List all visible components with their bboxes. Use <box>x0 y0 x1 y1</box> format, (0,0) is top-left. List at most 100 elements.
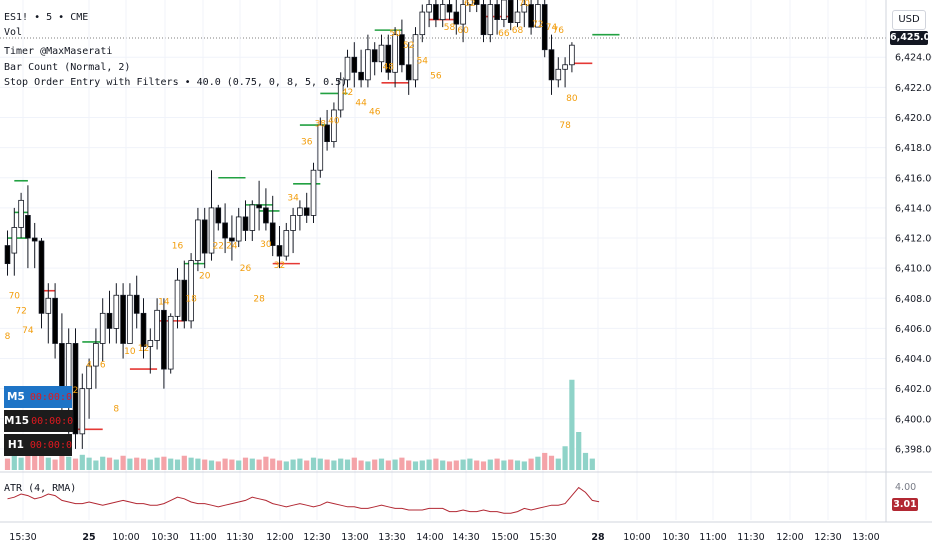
countdown-time: 00:00:0 <box>27 434 72 456</box>
bar-count-label: 34 <box>287 193 299 203</box>
volume-bar <box>528 458 534 470</box>
atr-legend[interactable]: ATR (4, RMA) <box>4 483 77 494</box>
candle-up <box>290 215 296 231</box>
bar-count-label: 22 <box>213 242 224 252</box>
candle-down <box>72 343 79 435</box>
candle-down <box>480 4 487 36</box>
volume-bar <box>358 460 364 470</box>
time-tick-label: 11:00 <box>699 532 726 543</box>
candle-up <box>79 388 86 435</box>
volume-bar <box>535 456 541 470</box>
volume-bar <box>140 458 147 470</box>
volume-bar <box>242 457 249 470</box>
volume-bar <box>134 457 140 470</box>
volume-bar <box>453 460 459 470</box>
bar-count-label: 74 <box>22 326 34 336</box>
candle-up <box>337 79 344 111</box>
timeframe-label: M5 <box>4 386 28 408</box>
candle-down <box>324 124 330 143</box>
candle-down <box>38 240 45 314</box>
volume-bar <box>127 458 133 470</box>
price-tick-label: 6,408.00 <box>895 294 932 305</box>
candle-up <box>439 4 446 20</box>
volume-bar <box>25 452 31 470</box>
candle-down <box>106 312 113 329</box>
volume-bar <box>474 460 480 470</box>
volume-bar <box>93 460 99 470</box>
candle-up <box>467 0 473 5</box>
volume-bar <box>562 446 568 470</box>
volume-bar <box>236 460 242 470</box>
bar-count-label: 38 <box>315 120 327 130</box>
volume-bar <box>460 459 466 470</box>
bar-count-label: 78 <box>559 121 571 131</box>
stop-order-legend[interactable]: Stop Order Entry with Filters • 40.0 (0.… <box>4 77 348 88</box>
volume-bar <box>72 458 79 470</box>
volume-bar <box>576 432 582 470</box>
time-tick-label: 11:30 <box>226 532 253 543</box>
bar-count-label: 68 <box>512 26 524 36</box>
bar-count-label: 20 <box>199 272 211 282</box>
candle-down <box>385 44 392 73</box>
bar-count-label: 16 <box>172 242 184 252</box>
bar-count-label: 32 <box>274 261 285 271</box>
candle-up <box>45 297 52 314</box>
candle-down <box>351 56 358 73</box>
candle-down <box>453 11 460 25</box>
candle-up <box>535 4 541 28</box>
candle-down <box>541 4 548 51</box>
candle-down <box>371 49 378 63</box>
volume-bar <box>385 460 391 470</box>
volume-bar <box>467 458 473 470</box>
candle-down <box>120 294 126 344</box>
time-tick-label: 12:30 <box>814 532 841 543</box>
volume-legend[interactable]: Vol <box>4 27 23 38</box>
volume-bar <box>52 459 58 470</box>
volume-bar <box>188 457 194 470</box>
volume-bar <box>412 461 419 470</box>
bar-count-label: 44 <box>355 98 367 108</box>
price-tick-label: 6,398.00 <box>895 444 932 455</box>
bar-count-label: 72 <box>532 20 543 30</box>
volume-bar <box>426 459 432 470</box>
bar-count-label: 62 <box>464 0 475 9</box>
candle-up <box>154 309 160 341</box>
volume-bar <box>249 458 255 470</box>
bar-count-legend[interactable]: Bar Count (Normal, 2) <box>4 62 131 73</box>
volume-bar <box>344 459 351 470</box>
time-tick-label: 11:30 <box>737 532 764 543</box>
time-tick-label: 13:00 <box>341 532 368 543</box>
candle-up <box>419 11 426 36</box>
volume-bar <box>419 460 425 470</box>
timer-legend[interactable]: Timer @MaxMaserati <box>4 46 113 57</box>
bar-count-label: 40 <box>328 117 340 127</box>
bar-count-label: 76 <box>553 26 565 36</box>
time-tick-label: 10:00 <box>623 532 650 543</box>
volume-bar <box>283 461 289 470</box>
candle-up <box>331 109 337 143</box>
bar-count-label: 24 <box>226 242 238 252</box>
volume-bar <box>338 458 344 470</box>
symbol-legend[interactable]: ES1! • 5 • CME <box>4 12 89 23</box>
candle-down <box>433 4 439 20</box>
timer-row-h1: H1 00:00:0 <box>4 434 72 456</box>
candle-up <box>167 315 174 370</box>
candle-up <box>426 4 432 13</box>
volume-bar <box>18 457 24 470</box>
volume-bar <box>487 459 493 470</box>
atr-axis-label: 4.00 <box>895 482 917 493</box>
volume-bar <box>406 460 412 470</box>
candle-down <box>473 0 480 5</box>
time-tick-label: 10:00 <box>112 532 139 543</box>
bar-count-label: 4 <box>86 361 92 371</box>
candle-up <box>18 199 24 228</box>
volume-bar <box>86 457 92 470</box>
candle-up <box>249 204 256 231</box>
candle-down <box>140 312 147 347</box>
time-tick-label: 12:00 <box>776 532 803 543</box>
time-tick-label: 11:00 <box>189 532 216 543</box>
currency-button[interactable]: USD <box>892 10 926 30</box>
bar-count-label: 26 <box>240 264 252 274</box>
countdown-time: 00:00:0 <box>29 410 74 432</box>
